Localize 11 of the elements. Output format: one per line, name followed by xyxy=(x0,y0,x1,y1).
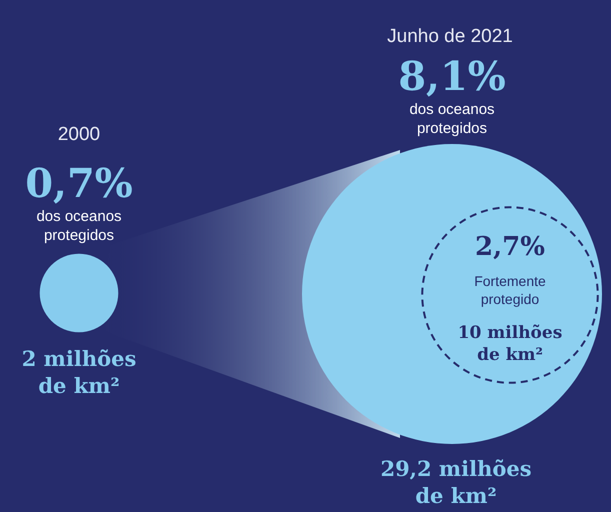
text: dos oceanos protegidos xyxy=(409,101,495,137)
text: dos oceanos protegidos xyxy=(36,208,122,244)
category-label: Junho de 2021 xyxy=(387,26,513,47)
text: 0,7% xyxy=(25,160,133,207)
text: 2,7% xyxy=(475,232,546,262)
data-label: 10 milhões de km² xyxy=(458,323,562,365)
category-label: Fortemente protegido xyxy=(474,273,546,307)
text: 8,1% xyxy=(398,53,506,100)
data-label: 29,2 milhões de km² xyxy=(380,456,532,508)
category-label: 2000 xyxy=(58,124,100,145)
data-label: 2 milhões de km² xyxy=(22,346,136,398)
